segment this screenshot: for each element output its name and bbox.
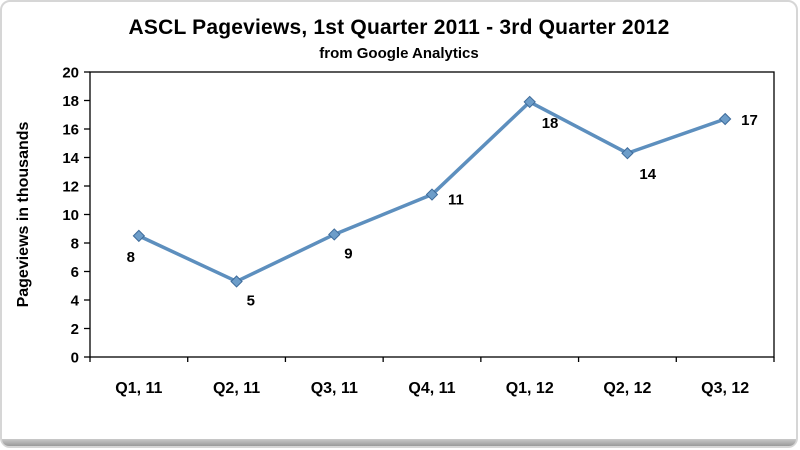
y-tick-label: 12 (62, 178, 79, 195)
y-tick-label: 2 (71, 321, 79, 338)
x-category-label: Q3, 11 (311, 380, 358, 397)
data-point-label: 9 (344, 245, 352, 262)
y-tick-label: 10 (62, 207, 79, 224)
data-point-marker (328, 228, 341, 241)
y-tick-label: 8 (71, 235, 79, 252)
data-point-marker (718, 112, 732, 126)
plot-border (89, 71, 775, 358)
data-point-label: 8 (127, 249, 135, 266)
x-category-label: Q2, 12 (603, 380, 651, 397)
data-point-marker (523, 95, 536, 109)
data-point-label: 17 (741, 112, 758, 129)
y-tick-label: 18 (62, 93, 79, 110)
y-tick-label: 14 (62, 150, 79, 167)
data-point-marker (132, 229, 146, 243)
x-category-label: Q1, 12 (506, 380, 554, 397)
y-tick-label: 4 (71, 292, 80, 309)
chart-subtitle: from Google Analytics (319, 45, 479, 62)
y-tick-label: 16 (62, 121, 79, 138)
data-point-label: 5 (247, 292, 255, 309)
y-tick-label: 6 (71, 264, 79, 281)
data-point-marker (425, 188, 439, 201)
line-chart: 0 2 4 6 8 10 12 14 16 18 20 Q1, 11 Q2, 11 Q3, 11 Q4, 1… (15, 64, 775, 397)
data-point-label: 11 (448, 192, 464, 209)
x-category-label: Q2, 11 (213, 380, 260, 397)
data-point-label: 18 (542, 115, 559, 132)
y-axis-title: Pageviews in thousands (15, 121, 32, 307)
x-category-label: Q4, 11 (408, 380, 455, 397)
data-point-marker (230, 275, 243, 288)
bottom-edge (2, 439, 796, 446)
x-category-label: Q1, 11 (115, 380, 162, 397)
x-category-label: Q3, 12 (701, 380, 749, 397)
chart-title: ASCL Pageviews, 1st Quarter 2011 - 3rd Q… (128, 16, 670, 39)
y-tick-label: 0 (71, 349, 79, 366)
data-point-marker (621, 147, 634, 160)
y-tick-label: 20 (62, 64, 79, 81)
data-point-label: 14 (639, 166, 656, 183)
